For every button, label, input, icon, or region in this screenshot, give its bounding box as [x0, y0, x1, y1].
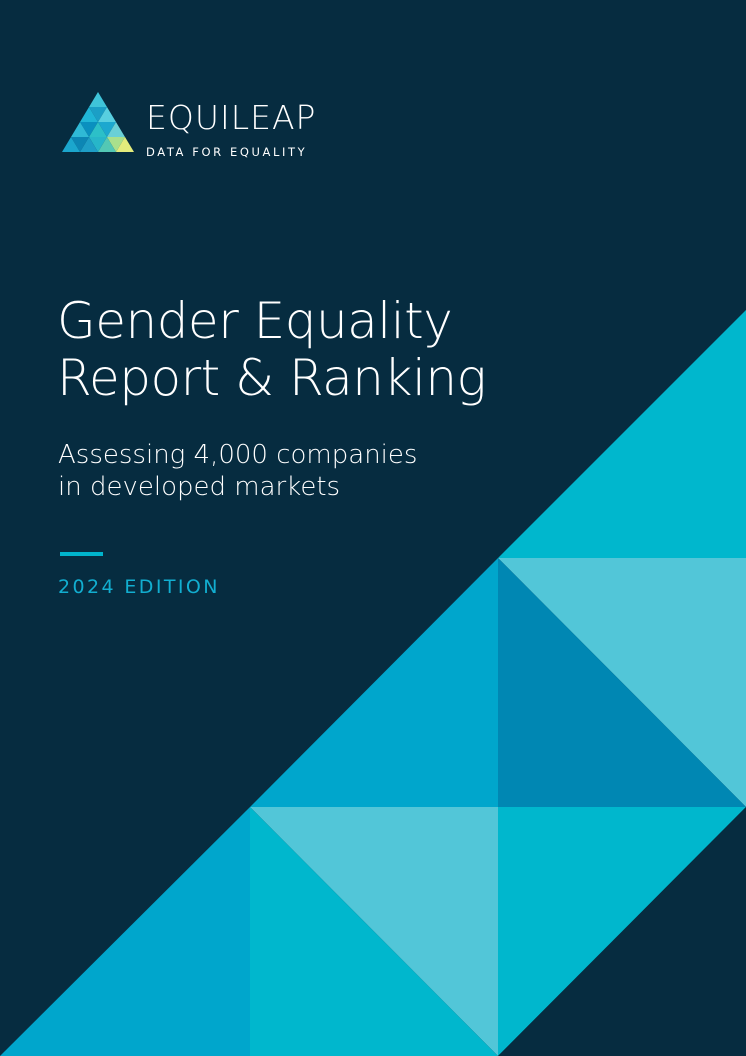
title-line-1: Gender Equality	[57, 292, 453, 350]
subtitle-line-2: in developed markets	[58, 472, 341, 502]
equileap-logo: EQUILEAP DATA FOR EQUALITY	[60, 92, 350, 164]
brand-name: EQUILEAP	[146, 98, 317, 137]
report-title: Gender Equality Report & Ranking	[57, 292, 487, 407]
subtitle-line-1: Assessing 4,000 companies	[58, 440, 418, 470]
edition-label: 2024 EDITION	[58, 576, 220, 598]
title-line-2: Report & Ranking	[57, 349, 487, 407]
accent-divider	[60, 552, 103, 556]
brand-tagline: DATA FOR EQUALITY	[146, 145, 308, 159]
report-subtitle: Assessing 4,000 companies in developed m…	[58, 439, 417, 503]
triangle-mosaic-logo-icon	[62, 92, 134, 160]
